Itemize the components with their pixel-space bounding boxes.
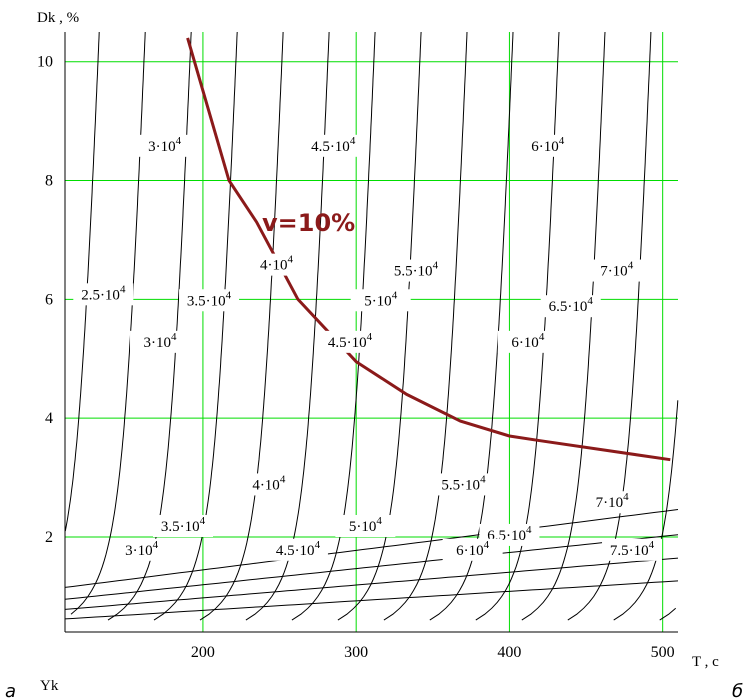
contour-label: 3.5·104 — [161, 515, 206, 535]
contour-label: 3·104 — [148, 135, 182, 155]
x-tick-label: 500 — [651, 644, 675, 661]
contour-label-bg — [350, 289, 411, 312]
contour-line — [521, 31, 606, 621]
x-tick-label: 400 — [497, 644, 521, 661]
contour-line — [383, 31, 468, 621]
x-tick-label: 300 — [344, 644, 368, 661]
contour-label: 2.5·104 — [81, 283, 126, 303]
contour-label: 4.5·104 — [311, 135, 356, 155]
axes: 200 300 400 500 2 4 6 8 10 — [37, 32, 678, 661]
series-label: v=10% — [262, 209, 355, 237]
panel-label-left: a — [5, 681, 16, 700]
contour-label-bg — [442, 538, 503, 561]
bottom-axis-label: Yk — [40, 678, 59, 694]
contour-label: 4.5·104 — [276, 539, 321, 559]
y-axis-title: Dk , % — [37, 10, 79, 26]
contour-line — [659, 607, 677, 621]
contour-label-bg — [433, 473, 494, 496]
contour-label-bg — [134, 134, 195, 157]
contour-label: 7·104 — [600, 260, 634, 280]
contour-label: 4·104 — [260, 254, 294, 274]
contour-label-bg — [111, 538, 172, 561]
x-tick-label: 200 — [191, 644, 215, 661]
contour-label-bg — [497, 330, 558, 353]
contour-label: 3·104 — [125, 539, 159, 559]
contour-line — [245, 31, 330, 621]
y-tick-label: 8 — [45, 173, 53, 190]
y-tick-label: 6 — [45, 291, 53, 308]
contour-line — [429, 31, 514, 621]
contour-label-bg — [335, 515, 396, 538]
contour-label-bg — [267, 538, 328, 561]
contour-label-bg — [246, 253, 307, 276]
contour-line — [613, 400, 679, 621]
x-axis-title: T , c — [692, 654, 719, 670]
contour-label: 5·104 — [349, 515, 383, 535]
contour-label: 6·104 — [531, 135, 565, 155]
contour-label: 4.5·104 — [328, 331, 373, 351]
contour-label: 3.5·104 — [187, 289, 232, 309]
contour-label-bg — [179, 289, 240, 312]
contour-label-bg — [586, 259, 647, 282]
contour-label: 5.5·104 — [441, 473, 486, 493]
contour-label: 7·104 — [596, 491, 630, 511]
contour-label: 6.5·104 — [549, 295, 594, 315]
panel-label-right: б — [732, 681, 743, 700]
y-tick-label: 4 — [45, 410, 53, 427]
series-line-v10 — [186, 37, 671, 462]
contour-line — [64, 580, 679, 620]
contour-label: 5·104 — [364, 289, 398, 309]
contour-label-bg — [582, 491, 643, 514]
contour-line — [567, 31, 652, 621]
y-tick-label: 10 — [37, 54, 53, 71]
contour-label-bg — [517, 134, 578, 157]
contour-line — [64, 557, 679, 610]
contour-label-bg — [153, 515, 214, 538]
contour-label-bg — [385, 259, 446, 282]
contour-line — [64, 509, 679, 588]
contour-line — [64, 534, 679, 600]
contour-label-bg — [238, 473, 299, 496]
contour-label: 4·104 — [252, 473, 286, 493]
contour-label: 7.5·104 — [610, 539, 655, 559]
contour-labels: 3·104 4.5·104 6·104 5.5·104 7·104 4·104 2.5·10… — [73, 134, 663, 561]
y-tick-label: 2 — [45, 529, 53, 546]
contour-label-bg — [130, 330, 191, 353]
contour-lines — [64, 31, 679, 621]
contour-label-bg — [303, 134, 364, 157]
contour-label-bg — [602, 538, 663, 561]
contour-label: 6·104 — [511, 331, 545, 351]
contour-label: 5.5·104 — [394, 260, 439, 280]
curve-series — [186, 37, 671, 462]
contour-line — [64, 31, 100, 532]
contour-line — [199, 31, 284, 621]
contour-label-bg — [73, 283, 134, 306]
contour-line — [70, 31, 146, 615]
contour-label-bg — [540, 295, 601, 318]
contour-label: 6·104 — [456, 539, 490, 559]
contour-label: 3·104 — [144, 331, 178, 351]
contour-label-bg — [320, 330, 381, 353]
axis-texts: Dk , % T , c Yk a б v=10% — [5, 10, 743, 700]
contour-line — [475, 31, 560, 621]
